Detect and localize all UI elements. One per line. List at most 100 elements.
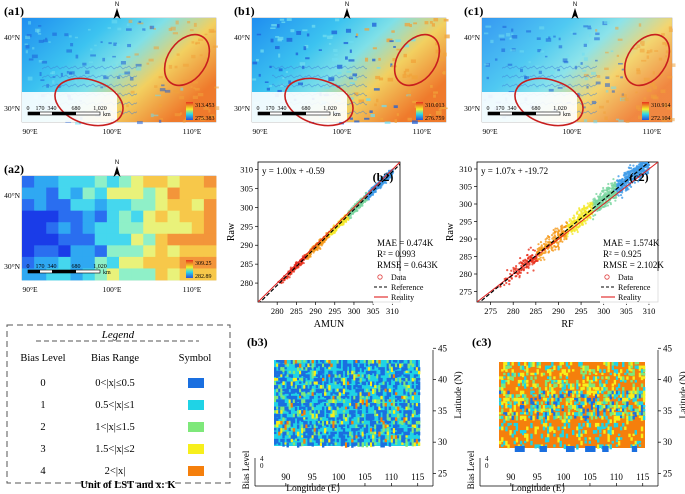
bias-cell bbox=[501, 408, 504, 414]
scatter-point bbox=[600, 207, 603, 210]
scatter-point bbox=[599, 199, 602, 202]
bias-cell bbox=[313, 431, 317, 436]
x-tick-label: 305 bbox=[620, 306, 633, 316]
bias-cell bbox=[411, 381, 415, 385]
bias-cell bbox=[363, 424, 367, 428]
map-speckle bbox=[391, 30, 395, 33]
map-pixel bbox=[94, 245, 108, 258]
bias-cell bbox=[503, 365, 506, 371]
bias-cell bbox=[515, 422, 519, 428]
bias-cell bbox=[374, 431, 377, 435]
map-pixel bbox=[70, 268, 84, 281]
bias-cell bbox=[501, 444, 504, 447]
bias-cell bbox=[290, 395, 294, 400]
bias-cell bbox=[407, 363, 410, 369]
y-tick-label: 45 bbox=[438, 343, 448, 353]
bias-cell bbox=[290, 399, 294, 404]
map-speckle bbox=[128, 19, 133, 23]
map-pixel bbox=[203, 199, 217, 212]
scatter-point bbox=[522, 259, 525, 263]
bias-cell bbox=[353, 413, 356, 418]
bias-cell bbox=[321, 374, 325, 380]
bias-cell bbox=[388, 392, 392, 397]
bias-cell bbox=[378, 399, 381, 405]
bias-cell bbox=[388, 417, 392, 422]
scale-unit: km bbox=[103, 270, 111, 276]
bias-cell bbox=[317, 381, 321, 385]
map-speckle bbox=[168, 27, 172, 32]
map-speckle bbox=[278, 53, 281, 58]
bias-cell bbox=[403, 377, 406, 382]
bias-cell bbox=[403, 413, 406, 419]
map-speckle bbox=[170, 26, 176, 31]
bias-cell bbox=[367, 435, 371, 439]
map-speckle bbox=[610, 50, 614, 53]
bias-cell bbox=[276, 420, 279, 427]
bias-cell bbox=[342, 381, 346, 387]
bias-cell bbox=[276, 413, 279, 417]
bias-cell bbox=[309, 438, 312, 445]
bias-cell bbox=[501, 383, 504, 388]
map-speckle bbox=[662, 41, 666, 45]
x-tick-label: 285 bbox=[529, 306, 542, 316]
map-speckle bbox=[214, 86, 219, 89]
map-speckle bbox=[411, 75, 418, 80]
bias-cell bbox=[317, 388, 321, 394]
map-speckle bbox=[380, 117, 384, 120]
scatter-point bbox=[531, 263, 534, 266]
bias-cell bbox=[278, 399, 281, 405]
map-speckle bbox=[610, 86, 617, 90]
bias-cell bbox=[361, 420, 364, 424]
bias-cell bbox=[334, 442, 337, 446]
map-speckle bbox=[286, 37, 293, 42]
bias-cell bbox=[534, 394, 537, 397]
map-speckle bbox=[195, 42, 198, 45]
bias-cell bbox=[372, 431, 375, 436]
map-speckle bbox=[407, 117, 412, 121]
bias-cell bbox=[526, 437, 529, 442]
bias-cell bbox=[274, 395, 277, 401]
map-pixel bbox=[34, 187, 47, 200]
map-speckle bbox=[194, 87, 200, 91]
bias-cell bbox=[276, 381, 279, 385]
bias-cell bbox=[274, 431, 277, 435]
bias-cell bbox=[315, 381, 319, 385]
map-speckle bbox=[208, 108, 211, 113]
bias-cell bbox=[521, 372, 525, 378]
scatter-point bbox=[630, 185, 633, 188]
bias-cell bbox=[305, 367, 308, 371]
scatter-point bbox=[646, 170, 649, 174]
bias-cell bbox=[321, 370, 325, 374]
map-speckle bbox=[195, 41, 201, 45]
bias-cell bbox=[386, 392, 390, 398]
bias-cell bbox=[353, 406, 356, 410]
map-speckle bbox=[371, 26, 374, 31]
bias-cell bbox=[288, 406, 291, 410]
bias-cell bbox=[349, 374, 352, 379]
bias-cell bbox=[355, 435, 358, 439]
map-speckle bbox=[394, 119, 397, 123]
bias-cell bbox=[369, 399, 373, 403]
map-speckle bbox=[69, 35, 72, 38]
bias-cell bbox=[405, 442, 408, 447]
bias-cell bbox=[332, 410, 335, 415]
map-pixel bbox=[191, 199, 205, 212]
scatter-point bbox=[554, 245, 558, 249]
north-label: N bbox=[345, 2, 349, 8]
bias-cell bbox=[513, 422, 516, 426]
map-speckle bbox=[410, 59, 416, 63]
stat-line: R² = 0.993 bbox=[377, 249, 416, 259]
bias-cell bbox=[509, 376, 512, 381]
bias-cell bbox=[367, 392, 371, 397]
bias-cell bbox=[380, 424, 383, 429]
bias-cell bbox=[521, 415, 525, 419]
colorbar bbox=[186, 260, 193, 278]
map-pixel bbox=[106, 176, 120, 188]
bias-cell bbox=[509, 401, 512, 407]
bias-cell bbox=[369, 403, 373, 408]
bias-cell bbox=[503, 372, 506, 376]
map-speckle bbox=[203, 106, 209, 110]
bias-cell bbox=[340, 374, 344, 378]
scatter-point bbox=[552, 228, 555, 232]
bias-cell bbox=[528, 415, 531, 419]
